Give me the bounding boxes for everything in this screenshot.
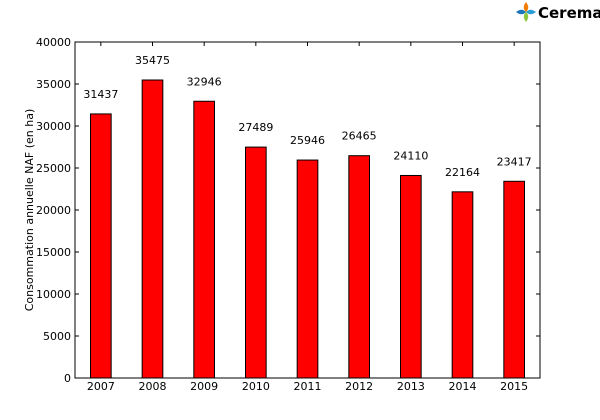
data-label-2008: 35475	[135, 54, 170, 67]
data-label-2007: 31437	[83, 88, 118, 101]
data-labels: 31437 35475 32946 27489 25946 26465 24110 22164…	[83, 54, 531, 179]
cerema-logo: Cerema	[516, 2, 600, 22]
bar-2008	[141, 79, 164, 379]
bar-2011	[296, 159, 319, 379]
x-tick-label-2012: 2012	[345, 380, 373, 393]
bar-2012	[348, 155, 371, 379]
data-label-2011: 25946	[290, 134, 325, 147]
x-tick-label-2015: 2015	[500, 380, 528, 393]
y-tick-label: 20000	[36, 204, 71, 217]
y-tick-label: 30000	[36, 120, 71, 133]
data-label-2013: 24110	[393, 149, 428, 162]
y-axis-label: Consommation annuelle NAF (en ha)	[23, 109, 36, 312]
x-tick-label-2009: 2009	[190, 380, 218, 393]
y-tick-label: 35000	[36, 78, 71, 91]
bar-2010	[245, 146, 267, 379]
data-label-2009: 32946	[187, 75, 222, 88]
cerema-logo-icon	[516, 2, 536, 22]
x-tick-label-2010: 2010	[242, 380, 270, 393]
data-label-2015: 23417	[497, 155, 532, 168]
y-tick-label: 40000	[36, 36, 71, 49]
y-tick-label: 15000	[36, 246, 71, 259]
cerema-logo-text: Cerema	[538, 4, 600, 22]
bar-2009	[193, 100, 215, 379]
x-tick-label-2011: 2011	[294, 380, 322, 393]
x-tick-label-2014: 2014	[449, 380, 477, 393]
bar-2014	[451, 191, 474, 379]
bar-2007	[90, 113, 112, 379]
y-tick-label: 10000	[36, 288, 71, 301]
data-label-2010: 27489	[238, 121, 273, 134]
x-axis: 2007 2008 2009 2010 2011 2012 2013 2014 2015	[87, 42, 528, 393]
x-tick-label-2008: 2008	[139, 380, 167, 393]
y-tick-label: 25000	[36, 162, 71, 175]
bar-2015	[503, 180, 526, 379]
x-tick-label-2013: 2013	[397, 380, 425, 393]
y-axis: 0 5000 10000 15000 20000 25000 30000 35000 40000	[36, 36, 540, 385]
bars	[90, 79, 526, 379]
data-label-2014: 22164	[445, 166, 480, 179]
y-tick-label: 0	[64, 372, 71, 385]
data-label-2012: 26465	[342, 130, 377, 143]
y-tick-label: 5000	[43, 330, 71, 343]
x-tick-label-2007: 2007	[87, 380, 115, 393]
bar-2013	[400, 174, 422, 379]
